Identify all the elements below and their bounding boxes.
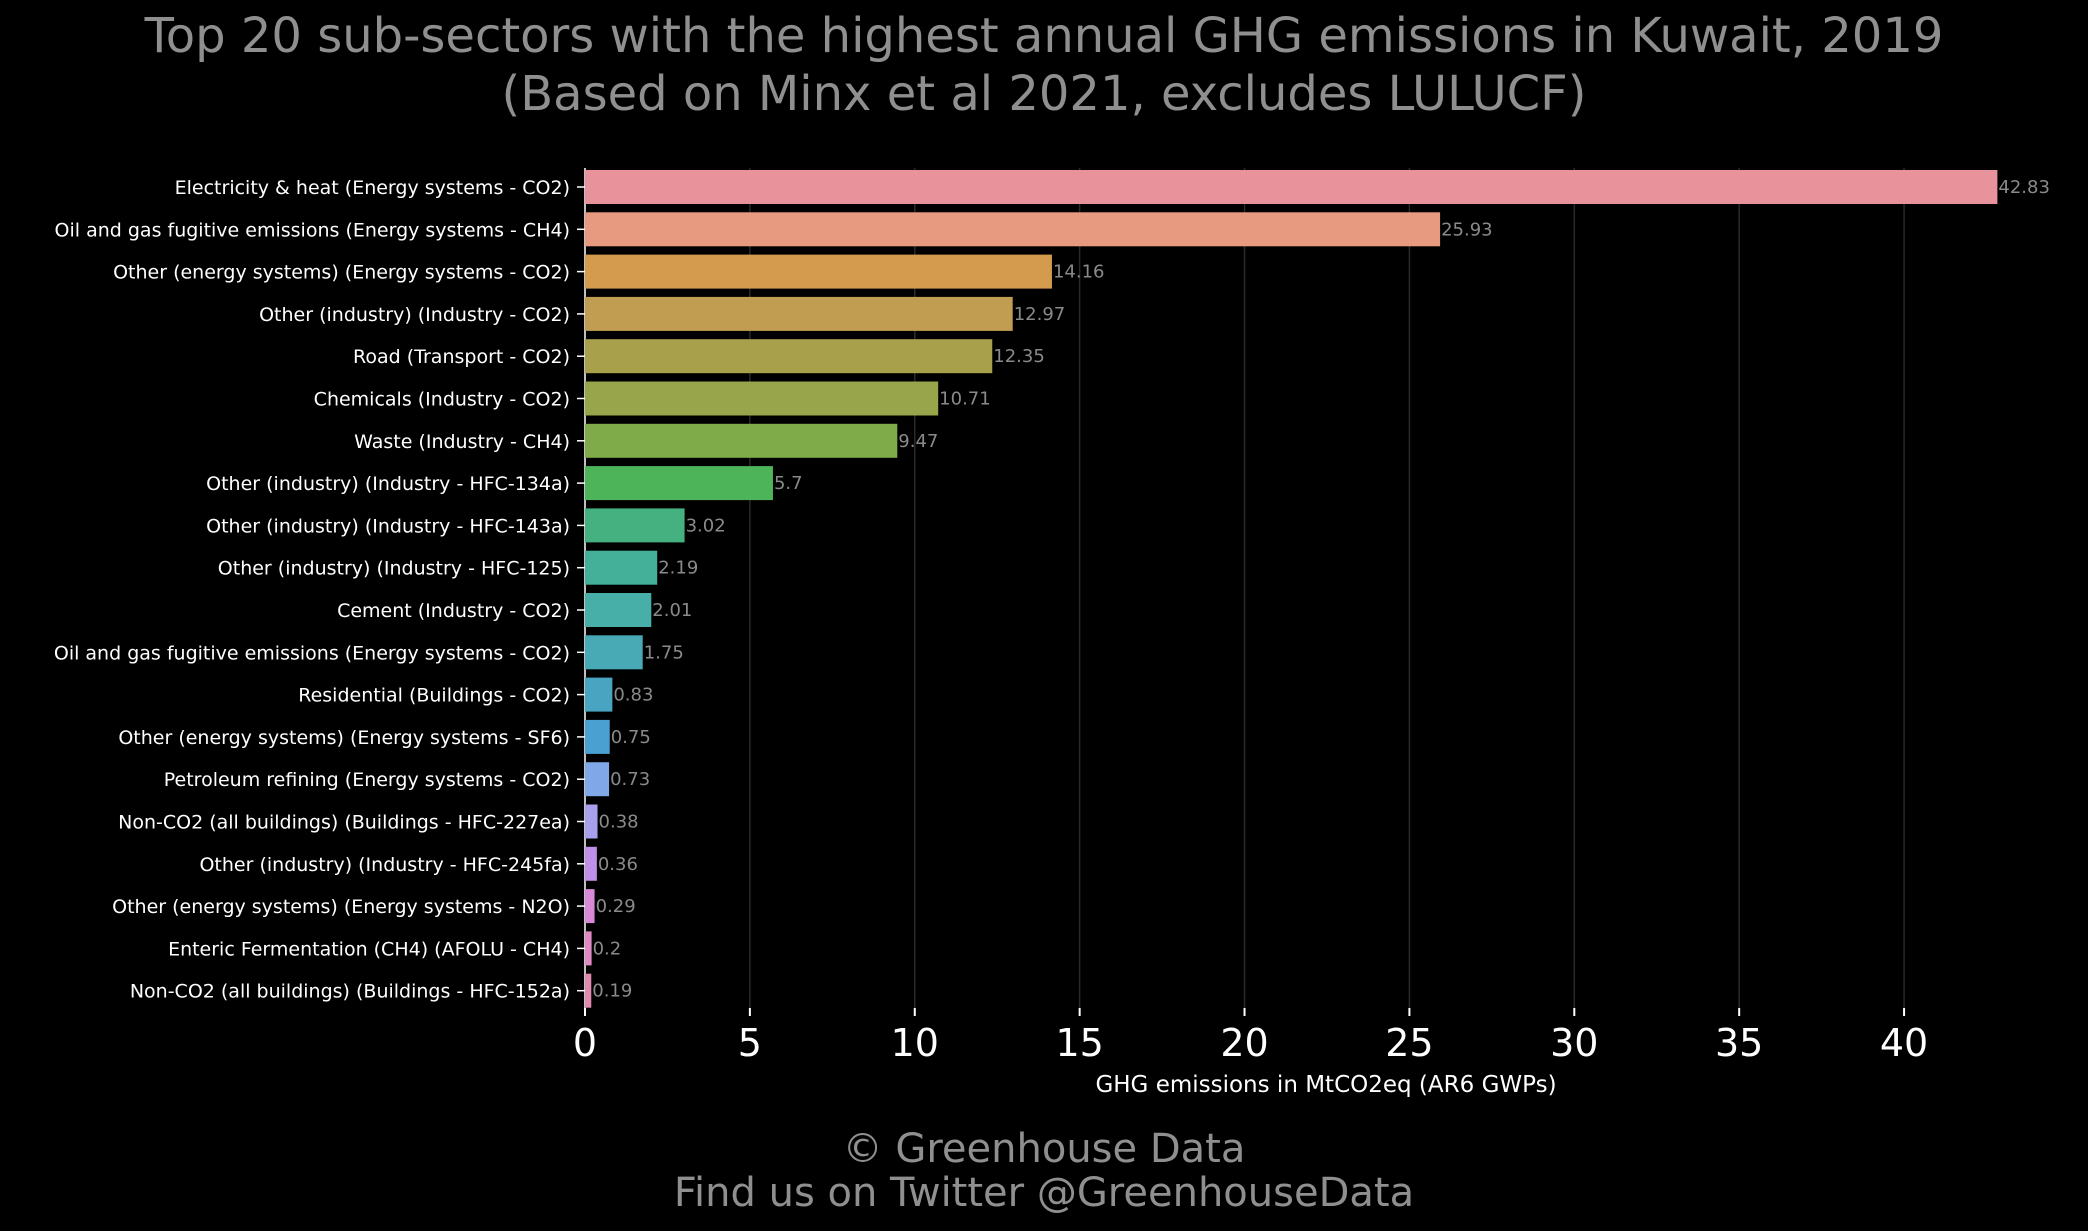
category-label-20: Non-CO2 (all buildings) (Buildings - HFC… [130, 981, 570, 1003]
value-label-2: 25.93 [1441, 219, 1493, 240]
category-label-18: Other (energy systems) (Energy systems -… [112, 896, 570, 918]
category-label-14: Other (energy systems) (Energy systems -… [118, 727, 570, 749]
category-label-1: Electricity & heat (Energy systems - CO2… [175, 177, 570, 199]
value-label-18: 0.29 [596, 896, 636, 917]
bar-7 [585, 423, 898, 458]
category-label-3: Other (energy systems) (Energy systems -… [113, 262, 570, 284]
x-tick-label-30: 30 [1550, 1021, 1598, 1065]
value-label-10: 2.19 [658, 558, 698, 579]
x-axis-label: GHG emissions in MtCO2eq (AR6 GWPs) [1095, 1072, 1556, 1098]
value-label-13: 0.83 [613, 685, 653, 706]
category-label-4: Other (industry) (Industry - CO2) [259, 304, 570, 326]
bar-8 [585, 466, 773, 501]
category-label-17: Other (industry) (Industry - HFC-245fa) [199, 854, 570, 876]
value-label-12: 1.75 [644, 642, 684, 663]
category-label-15: Petroleum refining (Energy systems - CO2… [164, 769, 570, 791]
category-label-5: Road (Transport - CO2) [353, 346, 570, 368]
bar-18 [585, 889, 595, 924]
value-label-4: 12.97 [1014, 304, 1066, 325]
chart-subtitle: (Based on Minx et al 2021, excludes LULU… [501, 66, 1587, 122]
category-labels: Electricity & heat (Energy systems - CO2… [54, 177, 585, 1003]
bar-13 [585, 677, 613, 712]
value-label-8: 5.7 [774, 473, 803, 494]
category-label-7: Waste (Industry - CH4) [354, 431, 570, 453]
bar-19 [585, 931, 592, 966]
gridlines [584, 168, 1905, 1008]
category-label-6: Chemicals (Industry - CO2) [314, 389, 570, 411]
x-tick-label-25: 25 [1385, 1021, 1433, 1065]
x-tick-label-0: 0 [573, 1021, 597, 1065]
category-label-2: Oil and gas fugitive emissions (Energy s… [55, 219, 570, 241]
value-label-15: 0.73 [610, 769, 650, 790]
category-label-16: Non-CO2 (all buildings) (Buildings - HFC… [118, 812, 570, 834]
bar-11 [585, 593, 652, 627]
bar-12 [585, 635, 643, 670]
x-tick-label-40: 40 [1880, 1021, 1928, 1065]
value-label-14: 0.75 [611, 727, 651, 748]
category-label-12: Oil and gas fugitive emissions (Energy s… [54, 642, 570, 664]
bar-14 [585, 719, 610, 754]
value-label-1: 42.83 [1998, 177, 2050, 198]
value-label-6: 10.71 [939, 389, 991, 410]
value-label-16: 0.38 [599, 812, 639, 833]
bar-1 [585, 170, 1998, 204]
bar-6 [585, 381, 939, 416]
value-label-7: 9.47 [898, 431, 938, 452]
x-tick-label-35: 35 [1715, 1021, 1763, 1065]
bar-9 [585, 508, 685, 543]
value-label-9: 3.02 [686, 515, 726, 536]
value-label-20: 0.19 [592, 981, 632, 1002]
category-label-9: Other (industry) (Industry - HFC-143a) [206, 515, 570, 537]
bars [585, 170, 1998, 1008]
bar-17 [585, 846, 597, 881]
x-tick-label-20: 20 [1220, 1021, 1268, 1065]
bar-4 [585, 296, 1013, 331]
value-label-17: 0.36 [598, 854, 638, 875]
footer-copyright: © Greenhouse Data [842, 1126, 1246, 1172]
value-label-11: 2.01 [652, 600, 692, 621]
bar-5 [585, 339, 993, 374]
value-labels: 42.83 25.93 14.16 12.97 12.35 10.719.47 5.7 3.0… [592, 177, 2050, 1002]
category-label-8: Other (industry) (Industry - HFC-134a) [206, 473, 570, 495]
x-tick-label-5: 5 [738, 1021, 762, 1065]
x-tick-label-10: 10 [891, 1021, 939, 1065]
bar-2 [585, 212, 1441, 247]
category-label-11: Cement (Industry - CO2) [337, 600, 570, 622]
chart-title: Top 20 sub-sectors with the highest annu… [144, 8, 1944, 64]
bar-16 [585, 804, 598, 839]
bar-3 [585, 254, 1052, 289]
value-label-19: 0.2 [593, 938, 622, 959]
category-label-19: Enteric Fermentation (CH4) (AFOLU - CH4) [168, 938, 570, 960]
x-tick-label-15: 15 [1055, 1021, 1103, 1065]
bar-10 [585, 550, 658, 585]
x-axis: 0 5 10 15 20 25 30 35 40 [573, 1008, 1928, 1065]
value-label-3: 14.16 [1053, 262, 1105, 283]
category-label-13: Residential (Buildings - CO2) [298, 685, 570, 707]
bar-20 [585, 973, 592, 1008]
category-label-10: Other (industry) (Industry - HFC-125) [218, 558, 570, 580]
value-label-5: 12.35 [993, 346, 1045, 367]
bar-15 [585, 762, 610, 797]
footer-twitter: Find us on Twitter @GreenhouseData [673, 1170, 1415, 1216]
